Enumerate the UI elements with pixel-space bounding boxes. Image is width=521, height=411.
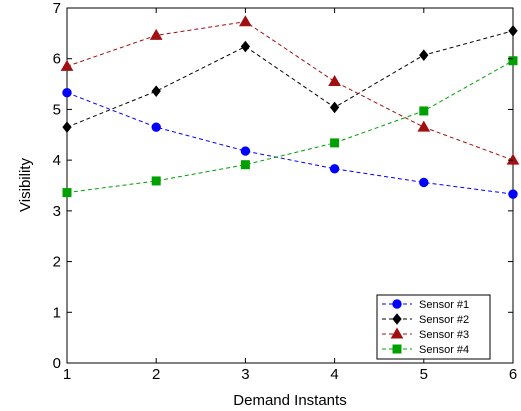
y-tick-label: 2 [53, 254, 61, 271]
data-point [330, 138, 340, 148]
x-tick-label: 6 [509, 366, 517, 383]
y-tick-label: 1 [53, 304, 61, 321]
data-point [240, 160, 250, 170]
data-point [419, 106, 429, 116]
data-point [508, 25, 518, 37]
data-point [60, 59, 74, 71]
y-tick-label: 4 [53, 152, 61, 169]
x-axis-title: Demand Instants [233, 392, 346, 409]
legend-marker [392, 299, 402, 309]
data-point [62, 87, 72, 98]
data-point [506, 153, 520, 165]
series-4 [62, 56, 518, 198]
series-3 [60, 15, 520, 165]
x-tick-label: 4 [330, 366, 338, 383]
y-tick-label: 6 [53, 51, 61, 68]
legend-label: Sensor #4 [419, 344, 469, 356]
series-line [66, 30, 514, 128]
series-1 [62, 87, 518, 199]
data-point [419, 49, 429, 61]
legend-marker [392, 344, 402, 354]
legend-label: Sensor #3 [419, 329, 469, 341]
data-point [240, 146, 251, 156]
series-line [66, 21, 514, 161]
legend-item: Sensor #2 [382, 313, 469, 326]
series-line [66, 60, 514, 194]
data-point [417, 120, 431, 132]
data-point [329, 101, 340, 114]
data-point [151, 176, 161, 186]
data-point [240, 40, 251, 53]
legend-item: Sensor #3 [382, 327, 469, 341]
data-point [508, 189, 518, 199]
y-tick-label: 7 [53, 0, 61, 17]
x-tick-label: 5 [420, 366, 428, 383]
series-2 [62, 25, 518, 133]
data-point [508, 56, 518, 66]
data-point [62, 188, 72, 198]
x-tick-label: 2 [152, 366, 160, 383]
legend-marker [392, 313, 402, 325]
series-layer [60, 15, 520, 199]
data-point [149, 28, 163, 40]
y-tick-label: 0 [53, 355, 61, 372]
data-point [239, 15, 252, 27]
y-axis-title: Visibility [17, 158, 34, 212]
legend-label: Sensor #2 [419, 314, 469, 326]
data-point [62, 121, 72, 133]
series-line [66, 92, 514, 195]
legend-item: Sensor #1 [382, 299, 469, 311]
data-point [328, 75, 341, 87]
data-point [151, 85, 161, 97]
data-point [329, 164, 340, 174]
y-tick-label: 5 [53, 101, 61, 118]
legend: Sensor #1 Sensor #2 Sensor #3 Sensor #4 [376, 294, 491, 360]
legend-marker [390, 327, 404, 339]
x-tick-label: 3 [241, 366, 249, 383]
legend-label: Sensor #1 [419, 299, 469, 311]
y-tick-label: 3 [53, 203, 61, 220]
data-point [151, 122, 161, 132]
data-point [419, 177, 429, 188]
legend-item: Sensor #4 [382, 344, 469, 356]
x-tick-label: 1 [63, 366, 71, 383]
